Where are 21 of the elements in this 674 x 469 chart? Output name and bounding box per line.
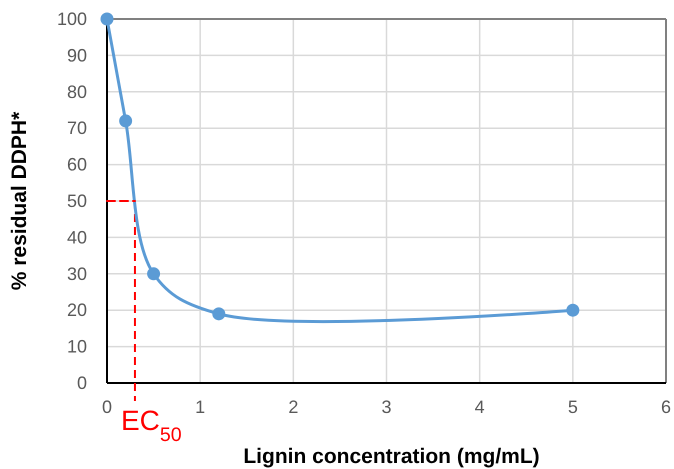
- y-tick-label: 50: [66, 191, 87, 211]
- x-tick-label: 6: [660, 397, 672, 417]
- y-tick-label: 20: [66, 300, 87, 320]
- y-axis-title: % residual DDPH*: [8, 110, 31, 290]
- y-tick-label: 80: [66, 82, 87, 102]
- x-tick-label: 3: [381, 397, 392, 417]
- x-tick-label: 0: [102, 397, 112, 417]
- y-tick-label: 40: [66, 227, 87, 248]
- ref-line-label: EC$_{50}$: [120, 405, 182, 446]
- y-tick-label: 70: [66, 118, 87, 138]
- x-tick-label: 1: [195, 397, 206, 417]
- x-tick-label: 4: [474, 397, 485, 417]
- y-tick-label: 100: [56, 9, 87, 29]
- y-tick-label: 0: [76, 373, 87, 393]
- y-tick-label: 10: [66, 336, 87, 357]
- y-tick-label: 90: [66, 45, 87, 66]
- y-tick-label: 30: [66, 264, 87, 284]
- x-tick-label: 2: [288, 397, 298, 417]
- x-tick-label: 5: [568, 397, 578, 417]
- x-axis-title: Lignin concentration (mg/mL): [243, 445, 540, 468]
- y-tick-label: 60: [66, 154, 87, 175]
